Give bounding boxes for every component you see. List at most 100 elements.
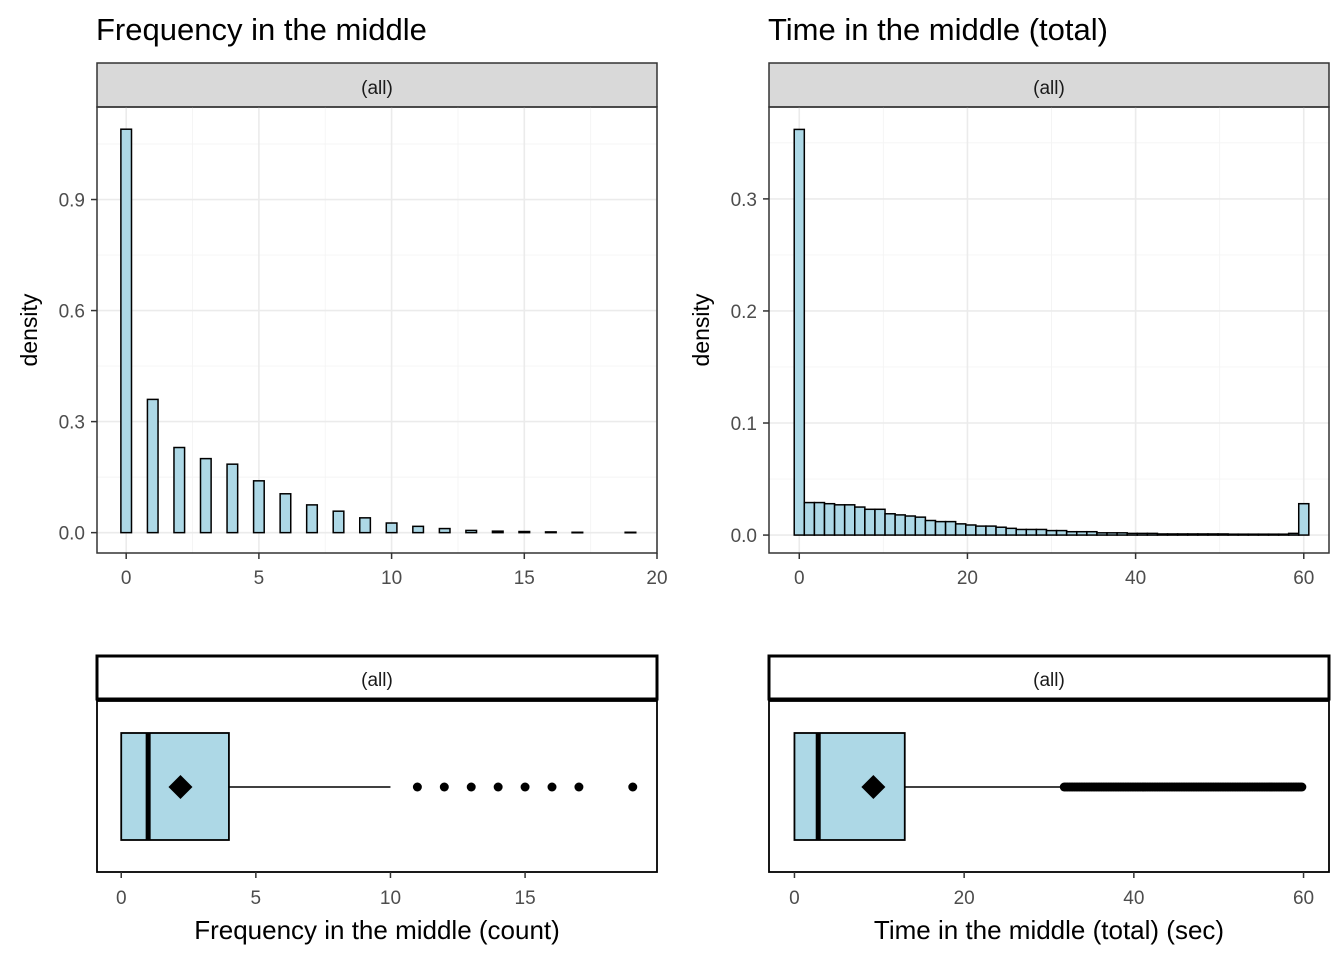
hist1-bar [358, 517, 372, 534]
hist2-bar [833, 504, 846, 536]
hist2-x-tick-label: 20 [957, 568, 978, 589]
hist2-bar [1277, 533, 1290, 536]
hist1-bar [518, 530, 531, 534]
hist2-bar [1126, 532, 1139, 536]
hist2-bar [965, 524, 977, 536]
hist1-bar [332, 510, 345, 534]
hist2-bar [894, 514, 906, 536]
hist2-bar [1065, 530, 1078, 536]
hist2-strip [768, 62, 1330, 108]
hist2-strip-label: (all) [1033, 78, 1065, 99]
hist2-bar [1227, 533, 1239, 536]
hist1-y-tick-label: 0.9 [59, 191, 85, 212]
box1-panel: 0 5 10 15 [96, 700, 658, 909]
hist2-panel: 0 20 40 60 0.0 0.1 0.2 0.3 [731, 106, 1330, 589]
hist1-strip-label: (all) [361, 78, 393, 99]
hist2-bar [823, 502, 836, 536]
box2-panel: 0 20 40 60 [768, 700, 1330, 909]
box1-outlier [520, 782, 530, 792]
hist2-bar [864, 508, 876, 536]
hist2-bar [1166, 533, 1179, 536]
hist2-bar [1237, 533, 1250, 536]
hist1-y-tick-label: 0.0 [59, 524, 85, 545]
hist1-x-tick-label: 5 [254, 568, 265, 589]
hist2-bar [1106, 532, 1118, 536]
hist1-bar [465, 529, 478, 534]
hist2-bar [1045, 529, 1058, 536]
hist2-bar [944, 520, 957, 536]
hist1-ylabel: density [16, 293, 42, 366]
hist2-bar [1015, 528, 1028, 536]
hist1-bar [385, 522, 398, 534]
hist1-y-tick-label: 0.3 [59, 413, 85, 434]
hist1-y-tick-label: 0.6 [59, 302, 85, 323]
hist2-bar [1005, 527, 1017, 536]
hist1-bar [571, 531, 584, 534]
hist1-bar [199, 457, 212, 534]
hist2-bar [1055, 529, 1068, 536]
hist2-bar [985, 525, 997, 536]
hist1-x-tick-label: 20 [646, 568, 667, 589]
hist2-bar [1186, 533, 1199, 536]
hist2-ylabel: density [688, 293, 714, 366]
hist1-bar [173, 446, 186, 534]
hist2-bar [954, 523, 967, 536]
box2-xlabel: Time in the middle (total) (sec) [874, 915, 1224, 945]
hist1-bar [412, 525, 425, 534]
hist2-x-tick-label: 60 [1293, 568, 1314, 589]
hist2-bar [1247, 533, 1260, 536]
hist2-bar [874, 508, 886, 536]
box1-outlier [574, 782, 584, 792]
hist2-x-tick-label: 0 [794, 568, 805, 589]
hist2-bar [1156, 533, 1169, 536]
hist1-x-tick-label: 0 [121, 568, 132, 589]
hist2-bar [995, 526, 1007, 536]
box2-x-tick-label: 20 [954, 888, 975, 909]
box1-outlier [439, 782, 449, 792]
hist2-bar [1075, 530, 1088, 536]
hist1-bar [226, 463, 239, 534]
hist1-bar [624, 531, 637, 534]
hist2-bar [1146, 532, 1159, 536]
hist2-bar [1297, 502, 1310, 536]
box2-x-tick-label: 0 [789, 888, 800, 909]
box1-x-tick-label: 5 [251, 888, 262, 909]
hist2-y-tick-label: 0.3 [731, 190, 757, 211]
box1-strip-label: (all) [361, 670, 393, 691]
box1-x-tick-label: 15 [515, 888, 536, 909]
box1-x-tick-label: 10 [380, 888, 401, 909]
hist2-bar [1096, 532, 1108, 536]
hist1-strip [96, 62, 658, 108]
hist1-bar [252, 480, 265, 534]
hist2-bar [924, 519, 937, 536]
hist2-bar [854, 506, 866, 536]
hist1-bar [146, 398, 159, 534]
box1-outlier [628, 782, 638, 792]
hist1-panel-border [96, 106, 658, 554]
hist2-y-tick-label: 0.0 [731, 526, 757, 547]
box1-xlabel: Frequency in the middle (count) [194, 915, 560, 945]
hist1-x-tick-label: 10 [381, 568, 402, 589]
box1-mean-marker [168, 775, 193, 799]
hist1-x-tick-label: 15 [514, 568, 535, 589]
box1-outlier [412, 782, 422, 792]
box1-x-tick-label: 0 [116, 888, 127, 909]
hist2-bar [1287, 532, 1300, 536]
hist2-bar [1116, 532, 1128, 536]
box1-outlier [493, 782, 503, 792]
hist2-bar [1197, 533, 1209, 536]
box2-x-tick-label: 40 [1123, 888, 1144, 909]
hist1-bar [491, 530, 504, 534]
hist2-bar [1207, 533, 1219, 536]
box2-outlier [1297, 782, 1307, 792]
hist2-bar [1035, 528, 1048, 536]
box1-outlier [466, 782, 476, 792]
hist2-bar [934, 520, 947, 536]
box2-mean-marker [861, 775, 886, 799]
hist2-bar [1267, 533, 1280, 536]
hist2-bar [975, 525, 987, 536]
hist2-y-tick-label: 0.2 [731, 302, 757, 323]
box2-x-tick-label: 60 [1293, 888, 1314, 909]
hist2-y-tick-label: 0.1 [731, 414, 757, 435]
